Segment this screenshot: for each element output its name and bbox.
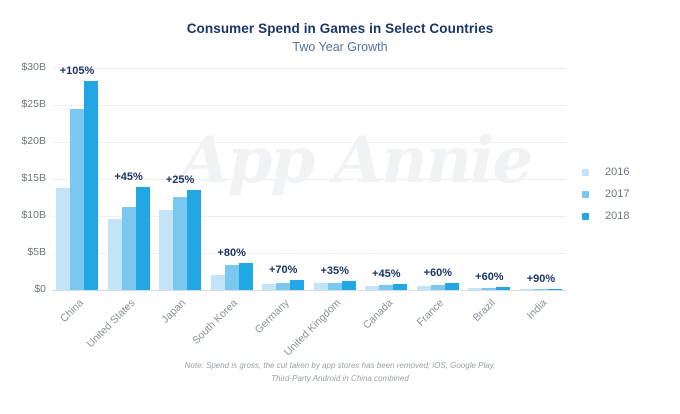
gridline [52, 216, 566, 217]
legend-swatch-2018 [582, 212, 589, 220]
gridline [52, 179, 566, 180]
bar-2017-france [430, 285, 445, 290]
bar-2018-germany [290, 280, 305, 290]
growth-label-united-kingdom: +35% [320, 265, 349, 277]
growth-label-brazil: +60% [475, 271, 504, 283]
x-label-germany: Germany [252, 297, 292, 337]
bar-2016-brazil [468, 288, 483, 290]
y-tick-label: $30B [21, 61, 46, 73]
x-label-brazil: Brazil [470, 297, 498, 325]
bar-2018-brazil [496, 287, 511, 290]
x-label-united-states: United States [83, 297, 138, 351]
growth-label-united-states: +45% [114, 171, 143, 183]
bar-2016-india [519, 289, 534, 290]
x-label-france: France [414, 297, 447, 329]
bar-2017-japan [173, 197, 188, 290]
x-label-china: China [57, 297, 86, 325]
growth-label-japan: +25% [165, 174, 195, 186]
bar-2018-india [547, 289, 562, 290]
bar-group-france: +60% France [415, 68, 459, 329]
bar-2018-united-kingdom [341, 281, 356, 290]
legend-label-2017: 2017 [605, 188, 630, 200]
bar-2017-south-korea [224, 265, 239, 290]
watermark: App Annie [180, 123, 533, 198]
bar-2018-japan [187, 190, 202, 290]
bar-2018-canada [393, 284, 408, 290]
x-label-canada: Canada [360, 297, 395, 332]
gridline [52, 105, 566, 106]
bar-group-germany: +70% Germany [253, 68, 305, 336]
legend: 2016 2017 2018 [582, 161, 629, 227]
growth-label-france: +60% [423, 267, 453, 279]
chart-subtitle: Two Year Growth [292, 40, 388, 54]
bar-group-canada: +45% Canada [360, 68, 408, 331]
legend-label-2018: 2018 [605, 210, 630, 222]
bar-2017-united-kingdom [327, 283, 342, 290]
growth-label-china: +105% [59, 65, 95, 77]
bar-2016-south-korea [210, 275, 225, 290]
bar-2016-united-states [107, 219, 122, 290]
bar-2017-united-states [121, 207, 136, 290]
bar-2018-south-korea [238, 263, 253, 290]
footnote-line2: Third-Party Android in China combined [271, 373, 409, 383]
y-tick-label: $25B [21, 98, 46, 110]
chart-title: Consumer Spend in Games in Select Countr… [186, 21, 494, 36]
bar-2017-brazil [482, 288, 497, 290]
y-tick-label: $10B [21, 209, 46, 221]
legend-item-2018: 2018 [582, 205, 629, 227]
bar-2017-china [70, 109, 84, 290]
bar-group-united-kingdom: +35% United Kingdom [282, 68, 356, 358]
gridline [52, 290, 566, 291]
bar-group-south-korea: +80% South Korea [190, 68, 253, 347]
gridline [52, 142, 566, 143]
bar-group-china: +105% China [56, 65, 98, 325]
bar-2016-france [416, 286, 431, 290]
legend-swatch-2016 [582, 168, 589, 176]
bar-groups: +105% China +45% United States +25% Japan +80%… [52, 65, 566, 358]
growth-label-canada: +45% [372, 268, 401, 280]
growth-label-germany: +70% [268, 264, 298, 276]
x-label-india: India [524, 297, 550, 322]
legend-label-2016: 2016 [605, 166, 630, 178]
x-label-south-korea: South Korea [190, 297, 241, 347]
bar-2016-united-kingdom [313, 283, 328, 290]
bar-2016-germany [262, 284, 277, 290]
y-tick-label: $0 [34, 283, 46, 295]
footnote-line1: Note: Spend is gross, the cut taken by a… [184, 361, 496, 370]
bar-group-brazil: +60% Brazil [468, 68, 511, 324]
bar-group-united-states: +45% United States [84, 68, 150, 350]
y-tick-label: $20B [21, 135, 46, 147]
gridline [52, 68, 566, 69]
bar-2018-united-states [135, 187, 150, 290]
legend-item-2016: 2016 [582, 161, 629, 183]
x-label-japan: Japan [159, 297, 189, 326]
footnote: Note: Spend is gross, the cut taken by a… [0, 360, 680, 385]
y-tick-label: $5B [27, 246, 46, 258]
legend-item-2017: 2017 [582, 183, 629, 205]
plot-area: App Annie +105% China +45% United States +25… [52, 65, 566, 358]
bar-2018-china [84, 81, 98, 290]
growth-label-india: +90% [526, 273, 556, 285]
bar-2016-canada [365, 286, 380, 290]
bar-2018-france [444, 283, 459, 290]
bar-2016-china [56, 188, 70, 290]
bar-2016-japan [159, 210, 174, 290]
bar-2017-india [533, 289, 548, 290]
bar-group-japan: +25% Japan [159, 68, 202, 326]
legend-swatch-2017 [582, 190, 589, 198]
bar-group-india: +90% India [519, 68, 562, 322]
bar-2017-germany [276, 283, 291, 290]
growth-label-south-korea: +80% [217, 247, 246, 259]
y-tick-label: $15B [21, 172, 46, 184]
x-label-united-kingdom: United Kingdom [281, 297, 344, 359]
bar-2017-canada [379, 285, 394, 290]
gridline [52, 253, 566, 254]
